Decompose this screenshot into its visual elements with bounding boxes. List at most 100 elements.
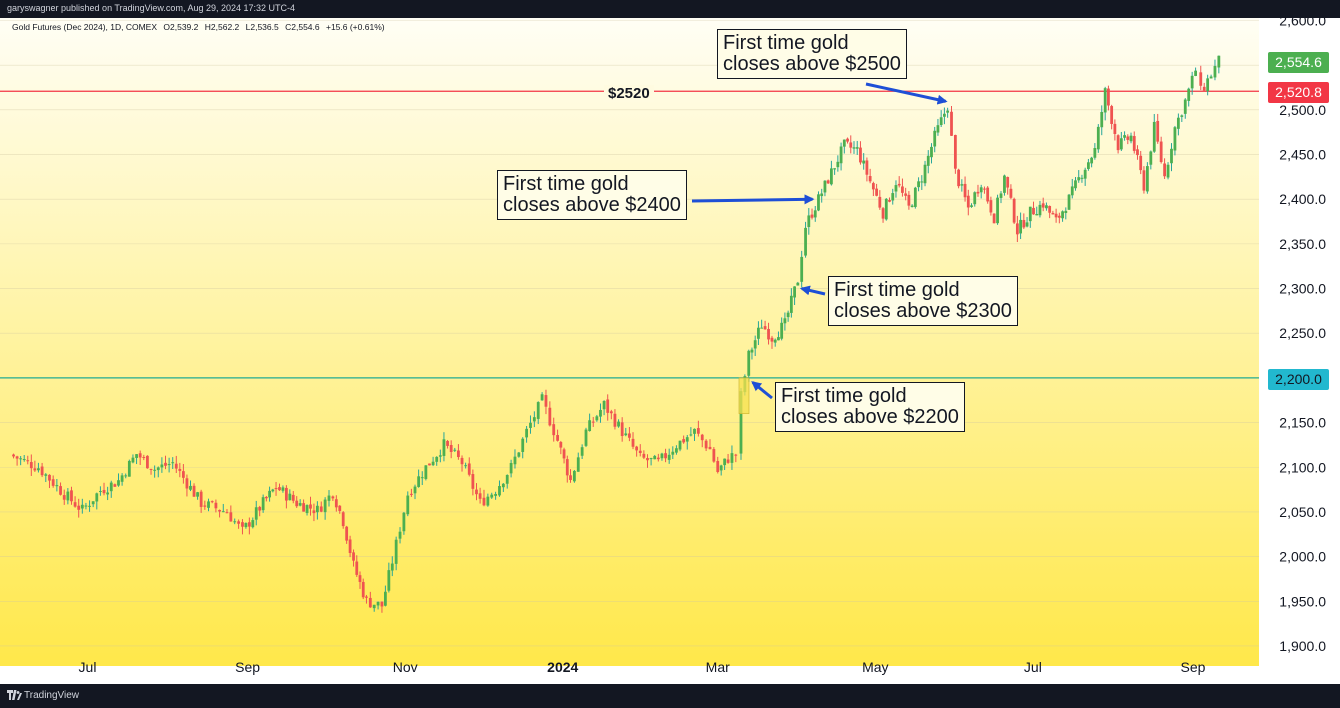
candle-body <box>1129 135 1133 142</box>
candle-body <box>613 413 617 427</box>
candle-body <box>1006 177 1010 188</box>
candle-body <box>656 457 660 460</box>
candle-body <box>926 155 930 166</box>
candle-body <box>1159 141 1163 163</box>
last-price-tag: 2,554.6 <box>1268 52 1329 73</box>
candle-body <box>331 496 335 499</box>
candle-body <box>842 139 846 147</box>
candle-body <box>939 117 943 126</box>
candle-body <box>532 417 536 422</box>
candle-body <box>1080 177 1084 179</box>
candle-body <box>387 570 391 591</box>
candle-body <box>467 463 471 475</box>
candle-body <box>584 429 588 446</box>
candle-body <box>773 339 777 343</box>
candle-body <box>552 424 556 436</box>
candle-body <box>675 448 678 453</box>
candle-body <box>576 457 580 472</box>
candle-body <box>777 337 780 341</box>
candle-body <box>730 453 734 463</box>
candle-body <box>368 597 372 608</box>
candle-body <box>120 475 124 482</box>
price-chart[interactable]: 2,600.02,550.02,500.02,450.02,400.02,350… <box>0 18 1340 684</box>
candle-body <box>420 477 424 479</box>
chart-area[interactable]: 2,600.02,550.02,500.02,450.02,400.02,350… <box>0 18 1340 684</box>
tradingview-brand: TradingView <box>24 690 80 701</box>
candle-body <box>763 326 767 330</box>
candle-body <box>963 183 967 198</box>
candle-body <box>142 456 146 458</box>
price-axis-label: 2,350.0 <box>1279 236 1326 252</box>
candle-body <box>274 488 278 490</box>
candle-body <box>878 196 882 208</box>
candle-body <box>992 213 996 224</box>
arrow-2500 <box>865 82 948 105</box>
candle-body <box>284 487 288 501</box>
annotation-2300: First time gold closes above $2300 <box>828 276 1018 326</box>
candle-body <box>979 187 983 193</box>
candle-body <box>352 552 355 561</box>
candle-body <box>309 504 312 509</box>
price-axis-label: 2,050.0 <box>1279 504 1326 520</box>
candle-body <box>671 451 675 455</box>
price-axis-label: 1,900.0 <box>1279 638 1326 654</box>
candle-body <box>1183 99 1187 114</box>
candle-body <box>723 458 727 466</box>
candle-body <box>1194 70 1197 76</box>
price-axis-label: 2,500.0 <box>1279 102 1326 118</box>
candle-body <box>667 454 671 460</box>
price-axis-labels: 2,600.02,550.02,500.02,450.02,400.02,350… <box>1279 18 1326 654</box>
candle-body <box>51 479 55 486</box>
candle-body <box>789 295 793 313</box>
candle-body <box>214 502 218 509</box>
candle-body <box>185 478 189 489</box>
plot-background <box>0 18 1259 666</box>
candle-body <box>810 214 814 218</box>
candle-body <box>829 168 833 185</box>
annotation-2500: First time gold closes above $2500 <box>717 29 907 79</box>
candle-body <box>813 210 817 218</box>
candle-body <box>544 395 548 407</box>
candle-body <box>264 496 268 499</box>
candle-body <box>1190 75 1194 89</box>
candle-body <box>55 485 59 487</box>
price-axis-label: 1,950.0 <box>1279 593 1326 609</box>
candle-body <box>753 340 757 349</box>
candle-body <box>591 421 595 423</box>
candle-body <box>12 454 15 457</box>
candle-body <box>178 468 182 471</box>
candle-body <box>1093 148 1097 158</box>
annotation-2500-line2: closes above $2500 <box>723 53 901 75</box>
candle-body <box>689 434 693 436</box>
candle-body <box>1199 72 1203 86</box>
candle-body <box>849 142 853 148</box>
candle-body <box>696 428 700 434</box>
candle-body <box>88 505 91 507</box>
candle-body <box>1132 136 1136 151</box>
annotation-2200-line2: closes above $2200 <box>781 406 959 428</box>
candle-body <box>1022 219 1026 228</box>
candle-body <box>398 531 402 539</box>
candle-body <box>734 454 738 456</box>
candle-body <box>859 147 862 163</box>
candle-body <box>1070 186 1074 196</box>
annotation-2200: First time gold closes above $2200 <box>775 382 965 432</box>
candle-body <box>572 470 576 482</box>
candle-body <box>124 475 128 477</box>
candle-body <box>888 199 891 202</box>
candle-body <box>237 521 240 524</box>
candle-body <box>475 489 478 495</box>
candle-body <box>268 490 271 498</box>
candle-body <box>109 482 113 492</box>
candle-body <box>983 188 986 190</box>
candle-body <box>189 485 192 490</box>
candle-body <box>218 509 221 512</box>
candle-body <box>365 596 368 598</box>
candle-body <box>996 197 999 224</box>
candle-body <box>1110 106 1114 124</box>
candle-body <box>1206 78 1210 92</box>
arrow-2200 <box>751 381 773 400</box>
candle-body <box>305 505 309 514</box>
candle-body <box>1012 198 1016 223</box>
candle-body <box>871 183 875 190</box>
